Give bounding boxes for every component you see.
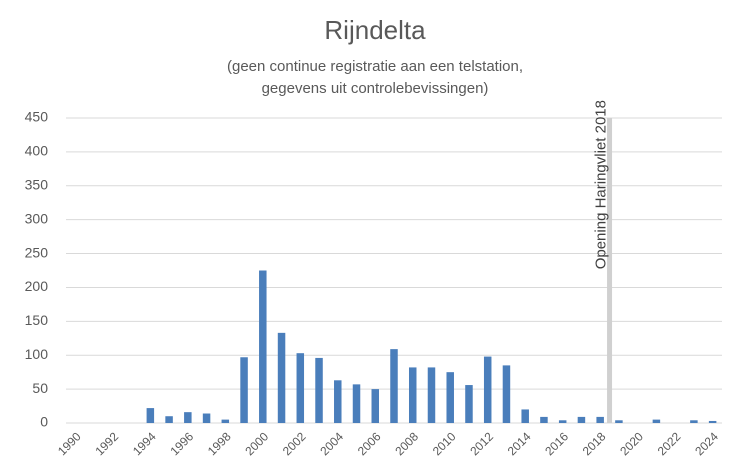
bar (240, 357, 248, 423)
bar (690, 420, 698, 423)
x-tick-label: 1990 (55, 429, 84, 458)
x-tick-label: 2008 (392, 429, 421, 458)
bar (165, 416, 173, 423)
y-tick-label: 50 (32, 380, 48, 396)
bar (277, 332, 286, 423)
y-tick-label: 150 (25, 312, 49, 328)
bar (483, 356, 492, 423)
x-tick-label: 2022 (655, 429, 684, 458)
annotation: Opening Haringvliet 2018 (593, 100, 610, 269)
bar (521, 409, 529, 423)
annotation-line (607, 118, 613, 423)
bar (315, 357, 323, 423)
x-tick-label: 2016 (542, 429, 571, 458)
x-tick-label: 2018 (580, 429, 609, 458)
bar (596, 416, 604, 423)
y-tick-label: 250 (25, 244, 49, 260)
y-tick-label: 400 (25, 143, 49, 159)
bar (352, 384, 361, 423)
x-tick-label: 2004 (317, 429, 346, 458)
x-tick-label: 2024 (692, 429, 721, 458)
bar (446, 372, 454, 423)
bar (202, 413, 211, 423)
chart-subtitle: (geen continue registratie aan een telst… (227, 58, 523, 75)
bar (577, 416, 586, 423)
bar (427, 367, 436, 423)
y-tick-label: 0 (40, 414, 48, 430)
bar (221, 419, 230, 423)
bar (708, 420, 717, 423)
bar (540, 416, 548, 423)
x-tick-label: 2006 (355, 429, 384, 458)
chart-title: Rijndelta (324, 15, 426, 45)
y-tick-label: 100 (25, 346, 49, 362)
bar (408, 367, 417, 423)
bar (371, 389, 380, 423)
x-tick-label: 2020 (617, 429, 646, 458)
bar (465, 385, 473, 423)
y-tick-label: 350 (25, 176, 49, 192)
bar (259, 270, 267, 423)
y-tick-label: 450 (25, 109, 49, 125)
bar (558, 420, 567, 423)
x-tick-label: 2000 (242, 429, 271, 458)
bar (390, 349, 398, 423)
x-tick-label: 1998 (205, 429, 234, 458)
x-tick-label: 1994 (130, 429, 159, 458)
y-tick-label: 300 (25, 210, 49, 226)
bar (296, 353, 305, 423)
bar (652, 419, 661, 423)
x-tick-label: 2010 (430, 429, 459, 458)
bar (334, 380, 342, 423)
bar (184, 412, 192, 423)
x-tick-label: 2014 (505, 429, 534, 458)
bar (615, 420, 623, 423)
chart-subtitle: gegevens uit controlebevissingen) (262, 80, 489, 97)
y-tick-label: 200 (25, 278, 49, 294)
x-tick-label: 1992 (92, 429, 121, 458)
bar (146, 408, 155, 423)
bar (502, 365, 511, 423)
x-tick-label: 1996 (167, 429, 196, 458)
x-tick-label: 2012 (467, 429, 496, 458)
x-tick-label: 2002 (280, 429, 309, 458)
